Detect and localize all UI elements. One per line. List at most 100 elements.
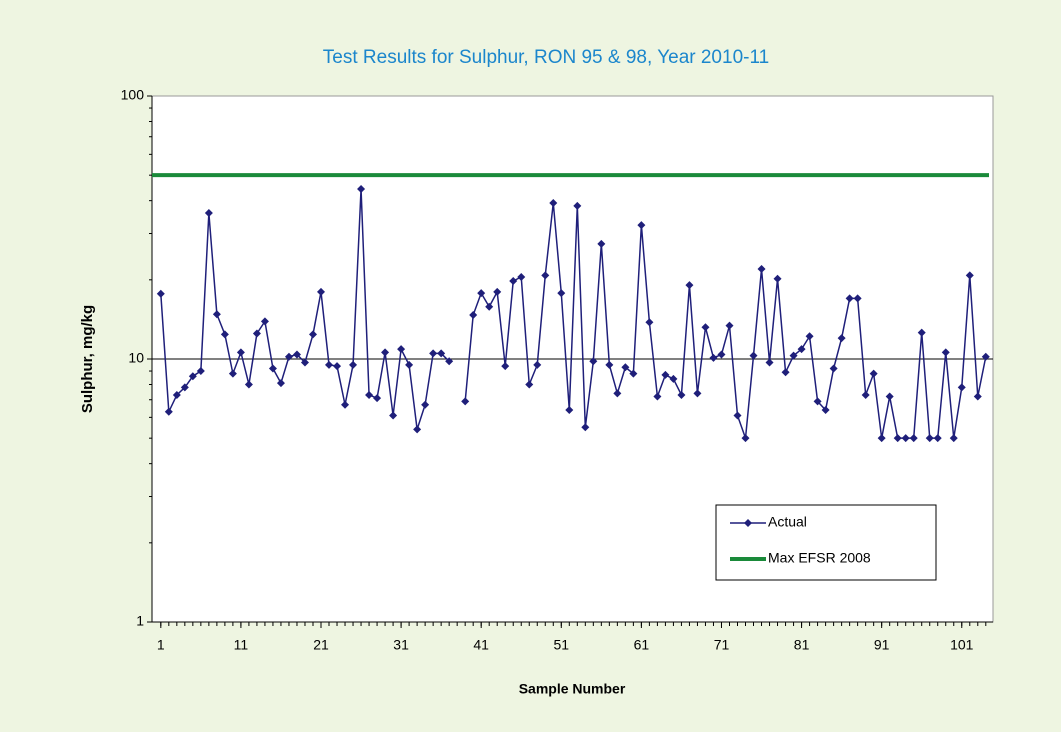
data-point xyxy=(180,383,189,392)
data-point xyxy=(549,198,558,207)
data-point xyxy=(381,348,390,357)
data-point xyxy=(677,390,686,399)
data-point xyxy=(212,310,221,319)
data-point xyxy=(244,380,253,389)
data-point xyxy=(477,289,486,298)
data-point xyxy=(461,397,470,406)
data-point xyxy=(965,271,974,280)
chart-title: Test Results for Sulphur, RON 95 & 98, Y… xyxy=(323,47,769,68)
data-point xyxy=(861,390,870,399)
data-point xyxy=(829,364,838,373)
data-point xyxy=(429,349,438,358)
data-point xyxy=(292,350,301,359)
data-point xyxy=(445,357,454,366)
data-point xyxy=(501,362,510,371)
data-point xyxy=(661,370,670,379)
data-point xyxy=(276,379,285,388)
data-point xyxy=(373,394,382,403)
data-point xyxy=(749,351,758,360)
data-point xyxy=(308,330,317,339)
x-tick-label: 51 xyxy=(553,637,569,653)
data-point xyxy=(188,372,197,381)
data-point xyxy=(156,289,165,298)
data-point xyxy=(957,383,966,392)
data-point xyxy=(941,348,950,357)
data-point xyxy=(765,358,774,367)
data-point xyxy=(405,360,414,369)
data-point xyxy=(365,390,374,399)
data-point xyxy=(196,367,205,376)
legend-label: Max EFSR 2008 xyxy=(768,550,871,566)
data-point xyxy=(557,289,566,298)
data-point xyxy=(317,287,326,296)
data-point xyxy=(773,274,782,283)
legend-box xyxy=(715,504,937,581)
data-point xyxy=(733,411,742,420)
data-point xyxy=(565,405,574,414)
data-point xyxy=(485,302,494,311)
data-point xyxy=(613,389,622,398)
data-point xyxy=(757,264,766,273)
data-point xyxy=(533,360,542,369)
data-point xyxy=(781,368,790,377)
data-point xyxy=(629,369,638,378)
x-tick-label: 1 xyxy=(157,637,165,653)
data-point xyxy=(621,363,630,372)
data-point xyxy=(797,345,806,354)
data-point xyxy=(573,201,582,210)
data-point xyxy=(645,318,654,327)
x-tick-label: 41 xyxy=(473,637,489,653)
x-tick-label: 101 xyxy=(950,637,974,653)
x-tick-label: 61 xyxy=(634,637,650,653)
data-point xyxy=(925,434,934,443)
data-point xyxy=(389,411,398,420)
data-point xyxy=(901,434,910,443)
data-point xyxy=(228,369,237,378)
data-point xyxy=(717,350,726,359)
data-point xyxy=(741,434,750,443)
data-point xyxy=(581,423,590,432)
data-point xyxy=(637,221,646,230)
data-point xyxy=(164,407,173,416)
data-point xyxy=(877,434,886,443)
data-point xyxy=(341,400,350,409)
data-point xyxy=(821,405,830,414)
x-tick-label: 91 xyxy=(874,637,890,653)
data-point xyxy=(597,239,606,248)
x-tick-label: 21 xyxy=(313,637,329,653)
data-point xyxy=(981,352,990,361)
data-point xyxy=(525,380,534,389)
data-point xyxy=(541,271,550,280)
data-point xyxy=(853,294,862,303)
data-point xyxy=(469,310,478,319)
data-point xyxy=(493,287,502,296)
data-point xyxy=(357,184,366,193)
data-point xyxy=(605,360,614,369)
x-tick-label: 81 xyxy=(794,637,810,653)
x-axis-label: Sample Number xyxy=(519,681,626,697)
data-point xyxy=(917,328,926,337)
data-point xyxy=(284,352,293,361)
x-tick-label: 71 xyxy=(714,637,730,653)
data-point xyxy=(509,276,518,285)
data-point xyxy=(260,317,269,326)
data-point xyxy=(845,294,854,303)
data-point xyxy=(789,351,798,360)
y-tick-label: 1 xyxy=(136,613,144,629)
data-point xyxy=(204,209,213,218)
y-tick-label: 10 xyxy=(128,350,144,366)
data-point xyxy=(725,321,734,330)
data-point xyxy=(333,362,342,371)
data-point xyxy=(885,392,894,401)
data-point xyxy=(685,281,694,290)
data-point xyxy=(325,360,334,369)
data-point xyxy=(437,349,446,358)
data-point xyxy=(589,357,598,366)
data-point xyxy=(709,353,718,362)
legend-marker xyxy=(744,519,752,527)
data-point xyxy=(701,323,710,332)
y-tick-label: 100 xyxy=(121,87,145,103)
data-point xyxy=(837,334,846,343)
